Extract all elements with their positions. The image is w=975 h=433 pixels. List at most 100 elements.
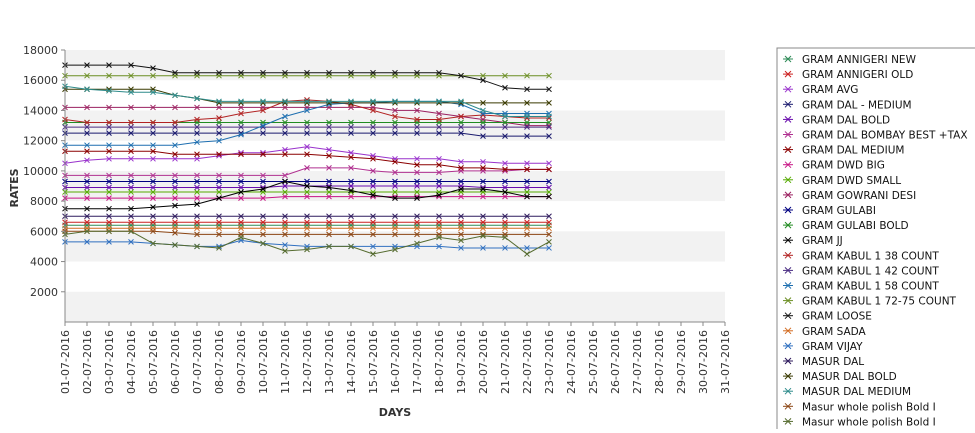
data-point-marker [150,204,156,211]
data-point-marker [106,239,112,245]
x-tick-label: 28-07-2016 [653,330,666,394]
data-point-marker [480,213,486,220]
data-point-marker [106,87,112,94]
data-point-marker [546,133,552,139]
data-point-marker [238,104,244,111]
data-point-marker [106,148,112,155]
data-point-marker [370,168,376,174]
legend-item: GRAM DWD SMALL [783,175,901,187]
data-point-marker [172,229,178,236]
x-tick-label: 30-07-2016 [697,330,710,394]
data-point-marker [348,69,354,76]
series-group [62,124,552,130]
data-point-marker [458,98,464,105]
data-point-marker [304,193,310,200]
data-point-marker [128,62,134,68]
legend-item: GRAM ANNIGERI OLD [783,69,913,81]
data-point-marker [480,133,486,139]
data-point-marker [172,184,178,191]
data-point-marker [392,225,398,232]
data-point-marker [128,155,134,162]
data-point-marker [370,178,376,185]
data-point-marker [392,69,398,76]
data-point-marker [216,219,222,226]
data-point-marker [458,119,464,126]
legend-item: MASUR DAL BOLD [783,371,897,383]
data-point-marker [128,124,134,130]
data-point-marker [260,219,266,226]
data-point-marker [370,119,376,126]
data-point-marker [304,98,310,105]
legend-marker [784,282,792,289]
data-point-marker [524,178,530,185]
data-point-marker [172,195,178,201]
data-point-marker [546,213,552,220]
data-point-marker [106,172,112,179]
data-point-marker [414,124,420,130]
legend-item: GRAM GULABI [783,205,876,217]
data-point-marker [546,225,552,232]
data-point-marker [282,225,288,232]
series-group [62,86,552,106]
data-point-marker [326,124,332,130]
data-point-marker [326,219,332,226]
x-tick-label: 12-07-2016 [301,330,314,394]
legend-item: GRAM KABUL 1 72-75 COUNT [783,296,957,308]
x-tick-label: 18-07-2016 [433,330,446,394]
data-point-marker [128,72,134,79]
data-point-marker [172,142,178,149]
data-point-marker [172,69,178,76]
data-point-marker [238,225,244,232]
data-point-marker [436,161,442,168]
series-group [62,143,552,167]
legend-marker [784,251,792,259]
data-point-marker [238,195,244,201]
y-tick-label: 18000 [23,44,58,57]
data-point-marker [304,69,310,76]
data-point-marker [216,225,222,232]
data-point-marker [106,155,112,162]
data-point-marker [414,169,420,176]
data-point-marker [524,219,530,226]
legend-item: GRAM KABUL 1 42 COUNT [783,265,939,277]
data-point-marker [304,143,310,150]
legend-item: GRAM ANNIGERI NEW [783,54,917,66]
data-point-marker [546,124,552,130]
legend-marker [784,191,792,199]
data-point-marker [502,124,508,130]
data-point-marker [260,231,266,238]
data-point-marker [370,243,376,250]
data-point-marker [524,72,530,79]
data-point-marker [414,189,420,195]
legend-marker [784,100,792,108]
data-point-marker [502,193,508,200]
data-point-marker [502,84,508,91]
data-point-marker [260,151,266,158]
x-tick-label: 14-07-2016 [345,330,358,394]
data-point-marker [106,72,112,79]
data-point-marker [216,69,222,76]
legend-label: GRAM ANNIGERI NEW [802,54,917,66]
x-tick-label: 26-07-2016 [609,330,622,394]
legend-item: GRAM DAL MEDIUM [783,145,904,157]
data-point-marker [128,172,134,179]
data-point-marker [106,104,112,111]
data-point-marker [150,213,156,220]
data-point-marker [524,184,530,191]
data-point-marker [128,89,134,96]
data-point-marker [282,151,288,158]
data-point-marker [370,107,376,114]
data-point-marker [502,234,508,241]
legend-marker [784,342,792,350]
data-point-marker [194,243,200,250]
legend-item: GRAM AVG [783,84,858,96]
data-point-marker [172,130,178,136]
series-group [62,83,552,120]
data-point-marker [326,231,332,238]
data-point-marker [150,89,156,96]
legend-marker [784,146,792,153]
data-point-marker [524,213,530,220]
data-point-marker [150,124,156,130]
data-point-marker [84,184,90,191]
legend-marker [784,327,792,335]
